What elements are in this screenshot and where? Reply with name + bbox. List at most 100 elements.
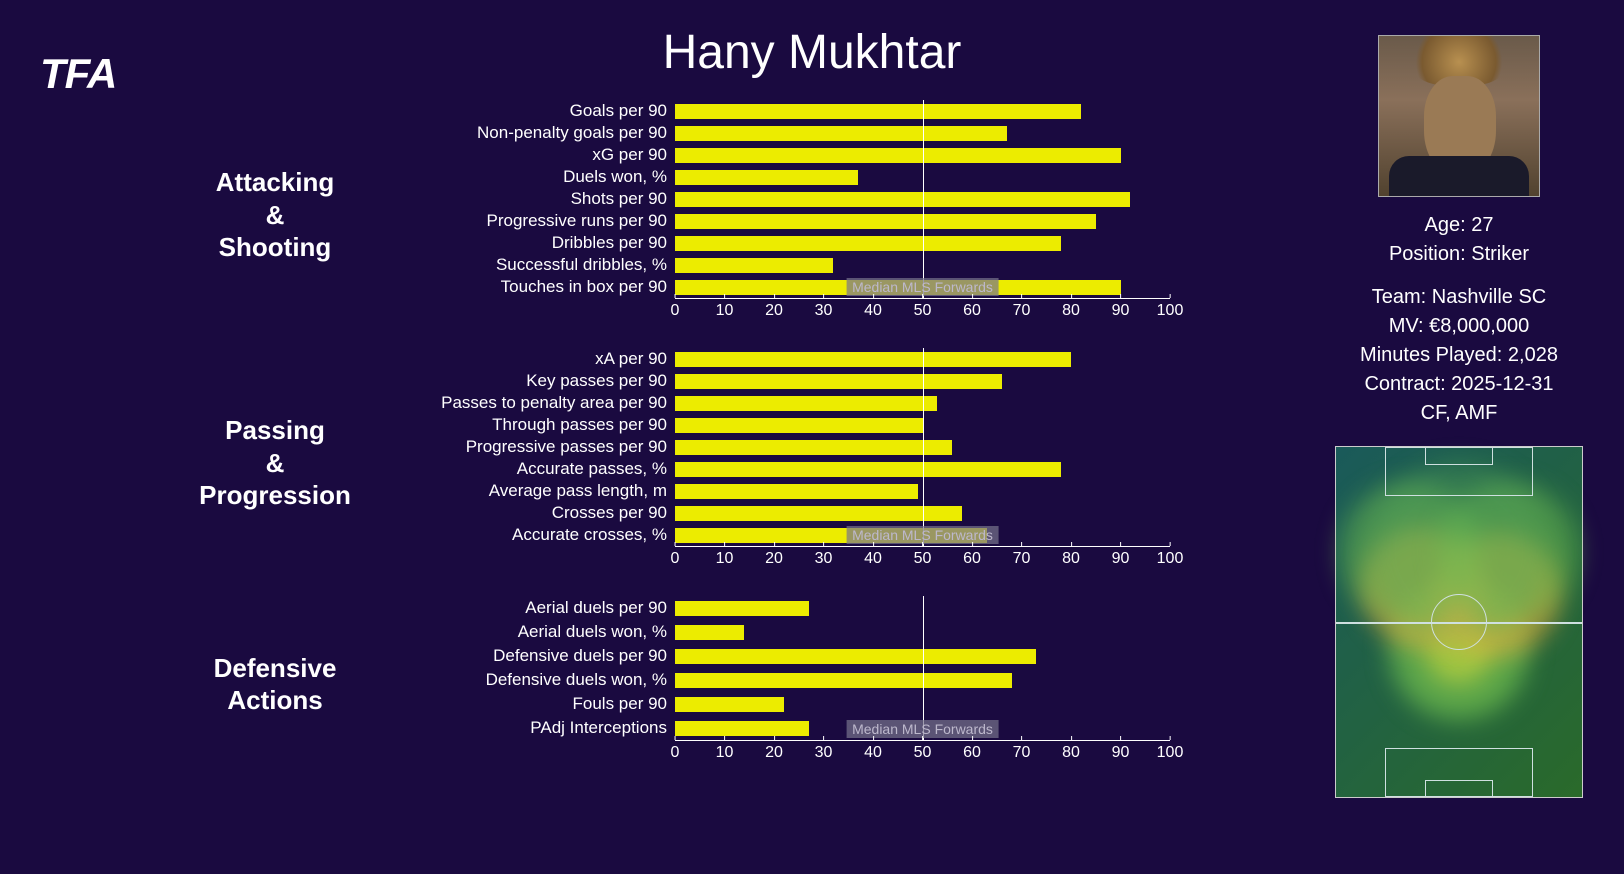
- bar-row: Aerial duels won, %: [400, 620, 1170, 644]
- bar: [675, 484, 918, 499]
- bar: [675, 214, 1096, 229]
- bar-track: [675, 649, 1170, 664]
- x-tick: 100: [1157, 740, 1184, 762]
- bar-track: [675, 374, 1170, 389]
- x-tick: 100: [1157, 546, 1184, 568]
- bar-row: Crosses per 90: [400, 502, 1170, 524]
- bar: [675, 506, 962, 521]
- bar-track: [675, 625, 1170, 640]
- bar-track: [675, 462, 1170, 477]
- x-tick: 40: [864, 546, 882, 568]
- x-tick: 10: [716, 740, 734, 762]
- bar: [675, 625, 744, 640]
- pitch-line: [1431, 594, 1487, 650]
- plot-area: xA per 90Key passes per 90Passes to pena…: [400, 348, 1170, 578]
- bar: [675, 462, 1061, 477]
- bio-contract: Contract: 2025-12-31: [1324, 370, 1594, 399]
- bar-label: xG per 90: [400, 145, 675, 165]
- bar-track: [675, 258, 1170, 273]
- bar-track: [675, 721, 1170, 736]
- x-tick: 80: [1062, 298, 1080, 320]
- bar-label: Non-penalty goals per 90: [400, 123, 675, 143]
- bars-group: Aerial duels per 90Aerial duels won, %De…: [400, 596, 1170, 740]
- bar-row: Touches in box per 90: [400, 276, 1170, 298]
- x-tick: 0: [671, 740, 680, 762]
- player-heatmap: [1335, 446, 1583, 798]
- bar: [675, 697, 784, 712]
- x-tick: 20: [765, 740, 783, 762]
- x-tick: 20: [765, 298, 783, 320]
- x-tick: 10: [716, 298, 734, 320]
- x-tick: 90: [1112, 740, 1130, 762]
- bar-track: [675, 280, 1170, 295]
- x-tick: 0: [671, 298, 680, 320]
- bar: [675, 418, 923, 433]
- bar-label: Aerial duels per 90: [400, 598, 675, 618]
- bar-track: [675, 697, 1170, 712]
- bars-group: xA per 90Key passes per 90Passes to pena…: [400, 348, 1170, 546]
- bar: [675, 440, 952, 455]
- bar-label: Crosses per 90: [400, 503, 675, 523]
- bar-row: Non-penalty goals per 90: [400, 122, 1170, 144]
- x-tick: 70: [1013, 546, 1031, 568]
- player-sidebar: Age: 27 Position: Striker Team: Nashvill…: [1324, 35, 1594, 798]
- bar-row: PAdj Interceptions: [400, 716, 1170, 740]
- bar: [675, 258, 833, 273]
- x-tick: 0: [671, 546, 680, 568]
- bar-row: Duels won, %: [400, 166, 1170, 188]
- x-tick: 60: [963, 740, 981, 762]
- bar: [675, 374, 1002, 389]
- bar-label: Successful dribbles, %: [400, 255, 675, 275]
- x-tick: 50: [914, 740, 932, 762]
- bar-label: Through passes per 90: [400, 415, 675, 435]
- bar-row: Passes to penalty area per 90: [400, 392, 1170, 414]
- bar-row: Shots per 90: [400, 188, 1170, 210]
- x-tick: 70: [1013, 740, 1031, 762]
- x-tick: 40: [864, 298, 882, 320]
- bio-mv: MV: €8,000,000: [1324, 312, 1594, 341]
- bar-track: [675, 104, 1170, 119]
- bar-track: [675, 352, 1170, 367]
- bar: [675, 396, 937, 411]
- x-tick: 90: [1112, 298, 1130, 320]
- bar-track: [675, 396, 1170, 411]
- bar-row: Defensive duels won, %: [400, 668, 1170, 692]
- bar-row: xA per 90: [400, 348, 1170, 370]
- x-axis: 0102030405060708090100: [675, 546, 1170, 578]
- bar-row: Goals per 90: [400, 100, 1170, 122]
- page-root: TFA Hany Mukhtar Attacking&ShootingGoals…: [0, 0, 1624, 874]
- section-label: Passing&Progression: [160, 414, 400, 512]
- bar: [675, 126, 1007, 141]
- x-tick: 80: [1062, 740, 1080, 762]
- x-tick: 50: [914, 298, 932, 320]
- section-label: DefensiveActions: [160, 652, 400, 717]
- bar: [675, 673, 1012, 688]
- x-axis: 0102030405060708090100: [675, 740, 1170, 772]
- bar-track: [675, 418, 1170, 433]
- bar-label: Shots per 90: [400, 189, 675, 209]
- plot-area: Aerial duels per 90Aerial duels won, %De…: [400, 596, 1170, 772]
- bar-row: Through passes per 90: [400, 414, 1170, 436]
- chart-section: DefensiveActionsAerial duels per 90Aeria…: [160, 596, 1170, 772]
- bar: [675, 280, 1121, 295]
- bar-track: [675, 673, 1170, 688]
- charts-column: Attacking&ShootingGoals per 90Non-penalt…: [160, 100, 1170, 790]
- bar-row: Defensive duels per 90: [400, 644, 1170, 668]
- bar-label: Progressive runs per 90: [400, 211, 675, 231]
- bar-label: Accurate crosses, %: [400, 525, 675, 545]
- bar-label: Goals per 90: [400, 101, 675, 121]
- bar: [675, 104, 1081, 119]
- pitch-line: [1425, 447, 1494, 465]
- bar-row: Fouls per 90: [400, 692, 1170, 716]
- bar-track: [675, 236, 1170, 251]
- bar-label: Dribbles per 90: [400, 233, 675, 253]
- bar-row: Average pass length, m: [400, 480, 1170, 502]
- bio-roles: CF, AMF: [1324, 399, 1594, 428]
- bar-label: Accurate passes, %: [400, 459, 675, 479]
- bar-label: Fouls per 90: [400, 694, 675, 714]
- bar-track: [675, 440, 1170, 455]
- bar-row: Successful dribbles, %: [400, 254, 1170, 276]
- x-tick: 60: [963, 546, 981, 568]
- pitch-line: [1425, 780, 1494, 798]
- x-tick: 20: [765, 546, 783, 568]
